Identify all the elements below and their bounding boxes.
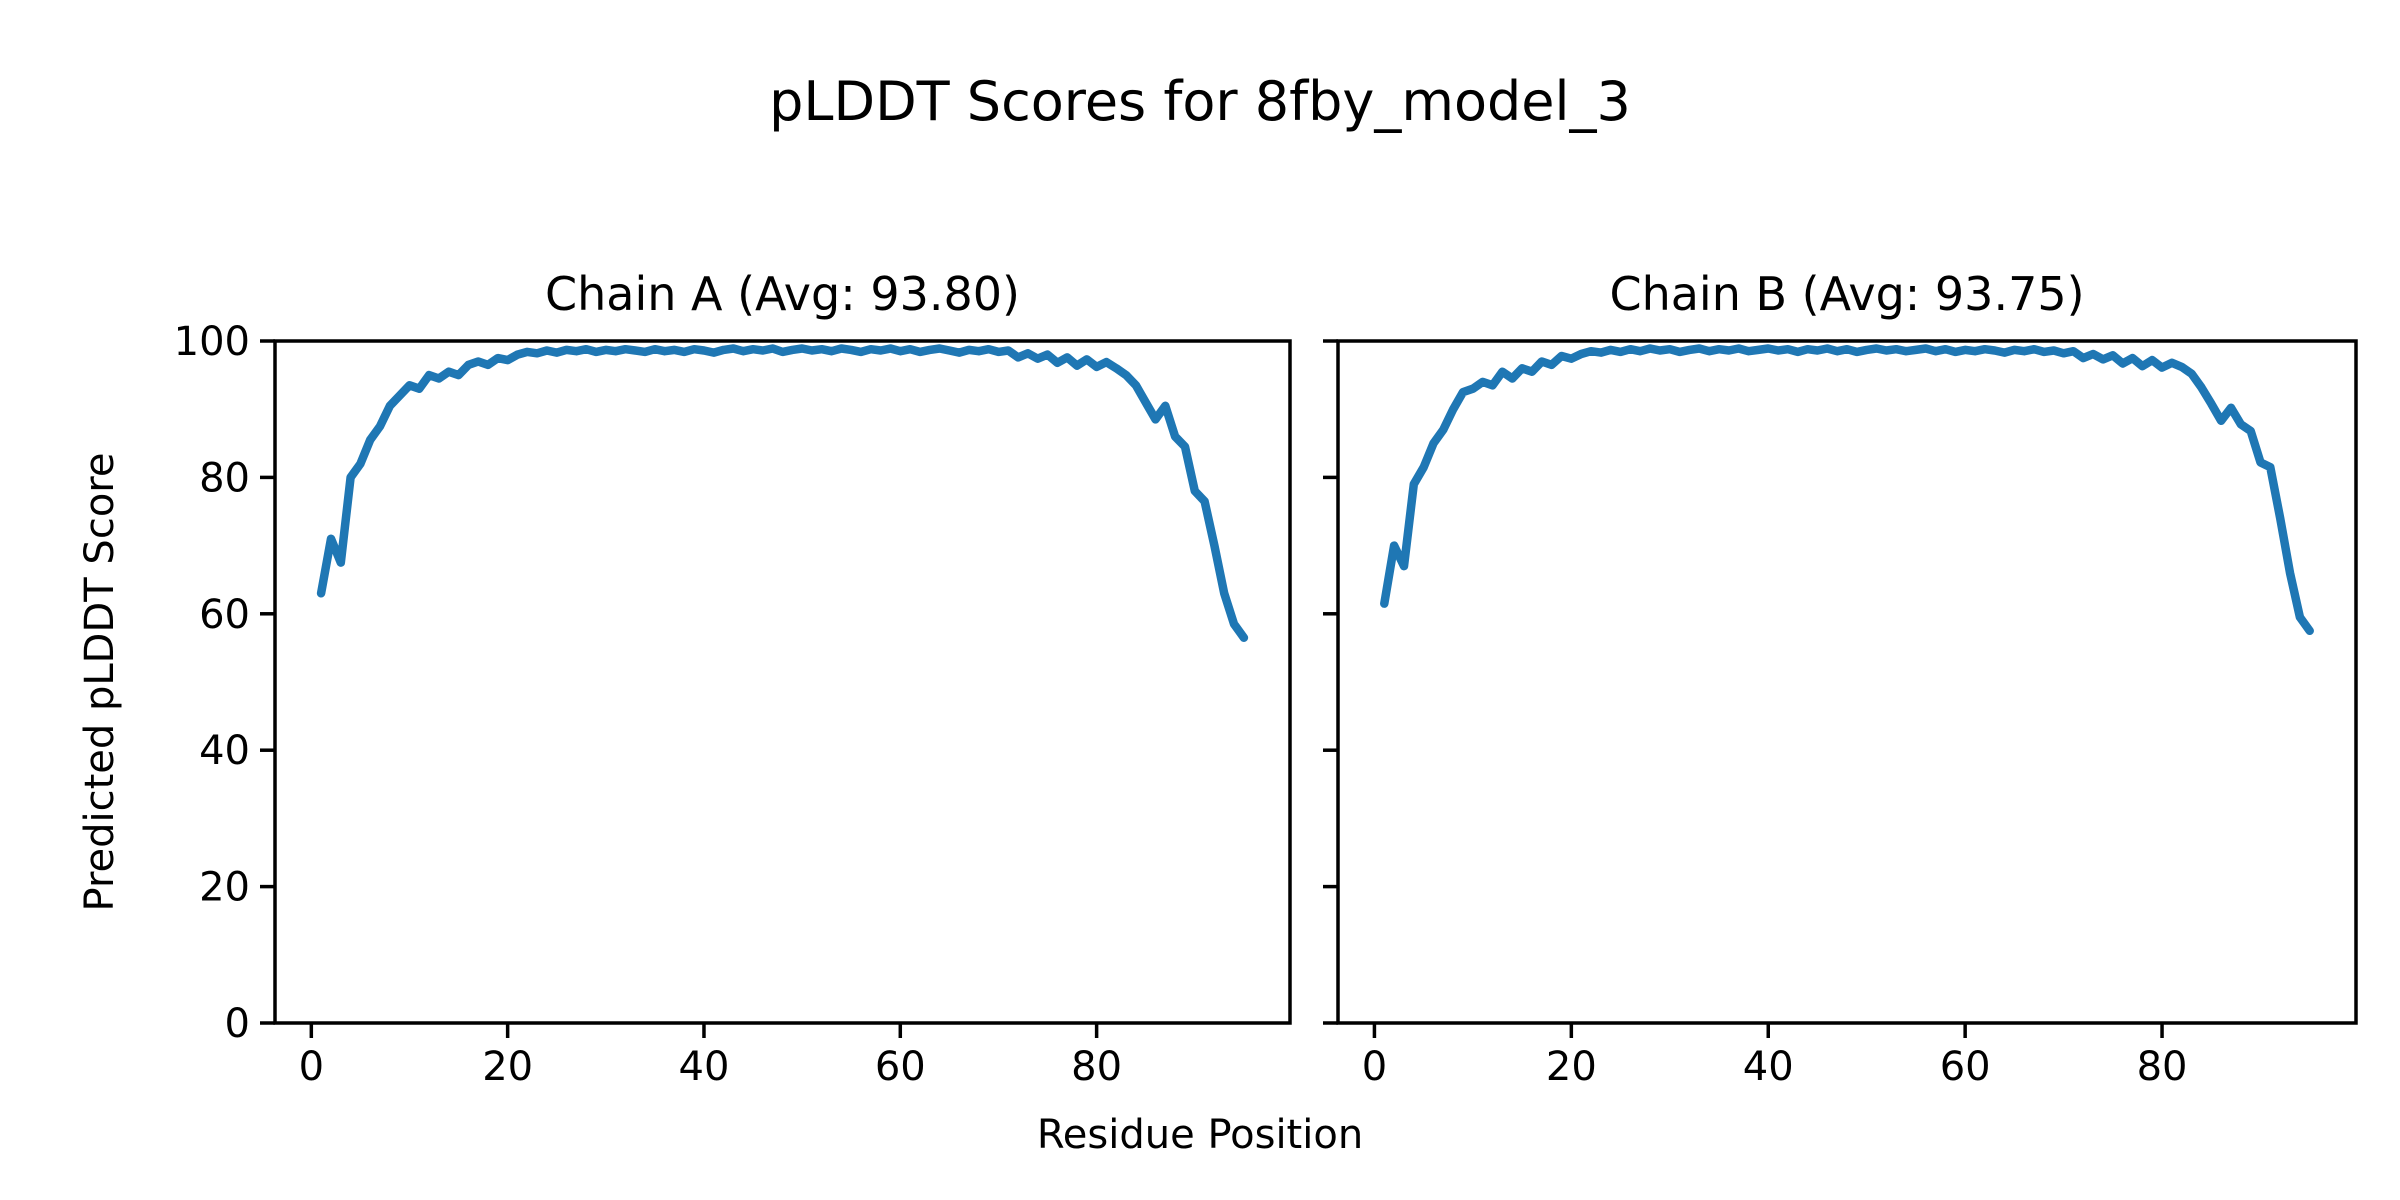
x-tick-label: 0 bbox=[1362, 1044, 1387, 1090]
x-tick-label: 0 bbox=[299, 1044, 324, 1090]
x-tick-label: 80 bbox=[2137, 1044, 2188, 1090]
figure-title: pLDDT Scores for 8fby_model_3 bbox=[769, 70, 1631, 133]
x-tick-label: 60 bbox=[875, 1044, 926, 1090]
x-tick-label: 40 bbox=[679, 1044, 730, 1090]
y-tick-label: 20 bbox=[199, 865, 250, 911]
y-tick-label: 60 bbox=[199, 592, 250, 638]
x-tick-label: 40 bbox=[1743, 1044, 1794, 1090]
x-tick-label: 20 bbox=[482, 1044, 533, 1090]
y-tick-label: 80 bbox=[199, 455, 250, 501]
subplot-title-chain-a: Chain A (Avg: 93.80) bbox=[544, 267, 1020, 321]
axes-spines bbox=[1336, 339, 2358, 1025]
subplot-title-chain-b: Chain B (Avg: 93.75) bbox=[1609, 267, 2085, 321]
axes-spines bbox=[273, 339, 1292, 1025]
x-tick-label: 20 bbox=[1546, 1044, 1597, 1090]
y-axis-label: Predicted pLDDT Score bbox=[77, 452, 123, 912]
x-axis-label: Residue Position bbox=[1036, 1112, 1364, 1158]
x-tick-label: 80 bbox=[1071, 1044, 1122, 1090]
subplot-chain-a: 0 20 40 60 80 0 20 40 60 80 100 bbox=[174, 319, 1292, 1090]
x-tick-label: 60 bbox=[1940, 1044, 1991, 1090]
plddt-line-chain-a bbox=[316, 344, 1249, 642]
y-tick-label: 40 bbox=[199, 728, 250, 774]
plddt-line-chain-b bbox=[1380, 344, 2314, 636]
y-tick-label: 0 bbox=[225, 1001, 250, 1047]
y-tick-label: 100 bbox=[174, 319, 250, 365]
subplot-chain-b: 0 20 40 60 80 bbox=[1323, 339, 2358, 1090]
